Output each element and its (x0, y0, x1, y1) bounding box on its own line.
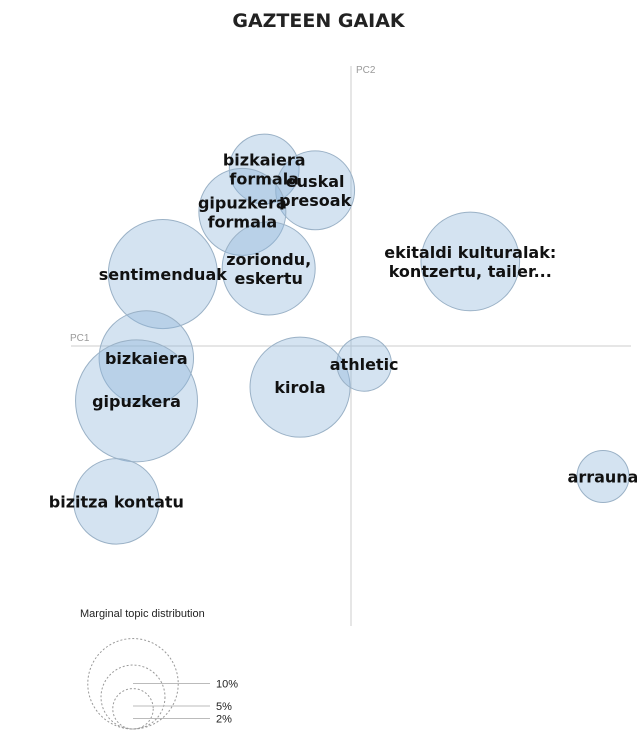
legend-title: Marginal topic distribution (80, 608, 205, 620)
topic-label: kirola (274, 378, 325, 397)
topic-bubble[interactable] (98, 310, 195, 406)
topic-bubble[interactable] (73, 458, 160, 545)
topic-label-line: zoriondu, (226, 250, 311, 269)
topic-label: athletic (330, 355, 399, 374)
topic-label-line: kirola (274, 378, 325, 397)
topic-label-line: formala (229, 170, 299, 189)
topic-label-line: sentimenduak (99, 265, 227, 284)
topic-label-line: kontzertu, tailer... (389, 262, 552, 281)
topic-label-line: presoak (279, 191, 352, 210)
topic-label-line: formala (208, 212, 278, 231)
pc1-axis-label: PC1 (70, 333, 90, 344)
topic-bubble[interactable] (75, 339, 198, 463)
topic-label: sentimenduak (99, 265, 227, 284)
legend-size-label: 2% (216, 714, 232, 726)
topic-label: bizitza kontatu (49, 492, 184, 511)
legend-size-circle (112, 688, 154, 730)
pc2-axis-label: PC2 (356, 65, 376, 76)
topic-label: gipuzkera formala (198, 193, 287, 231)
topic-bubble[interactable] (198, 167, 287, 256)
legend-size-label: 5% (216, 701, 232, 713)
topic-bubble[interactable] (576, 449, 630, 503)
topic-label-line: gipuzkera (92, 392, 181, 411)
topic-label-line: bizkaiera (223, 151, 306, 170)
topic-bubble[interactable] (107, 219, 218, 330)
topic-label-line: ekitaldi kulturalak: (384, 243, 556, 262)
topic-label: euskal presoak (279, 172, 352, 210)
topic-bubble[interactable] (420, 211, 521, 312)
topic-label-line: arrauna (568, 467, 637, 486)
topic-bubbles (73, 133, 630, 545)
topic-label-line: euskal (286, 172, 345, 191)
topic-label-line: bizkaiera (105, 349, 188, 368)
topic-label-line: gipuzkera (198, 193, 287, 212)
topic-label: ekitaldi kulturalak: kontzertu, tailer... (384, 243, 556, 281)
topic-bubble[interactable] (275, 150, 356, 231)
topic-label: bizkaiera formala (223, 151, 306, 189)
topic-bubble[interactable] (221, 221, 316, 316)
topic-label: bizkaiera (105, 349, 188, 368)
topic-label-line: eskertu (234, 269, 302, 288)
chart-title: GAZTEEN GAIAK (232, 10, 405, 32)
legend-size-label: 10% (216, 679, 238, 691)
axes: PC1 PC2 (70, 65, 631, 626)
topic-bubble[interactable] (228, 133, 300, 205)
topic-label: arrauna (568, 467, 637, 486)
topic-bubble[interactable] (336, 336, 392, 392)
topic-label: zoriondu, eskertu (226, 250, 311, 288)
topic-label: gipuzkera (92, 392, 181, 411)
legend-size-circle (100, 664, 166, 730)
topic-label-line: athletic (330, 355, 399, 374)
topic-label-line: bizitza kontatu (49, 492, 184, 511)
size-legend: Marginal topic distribution 2%5% 10% (80, 608, 238, 730)
